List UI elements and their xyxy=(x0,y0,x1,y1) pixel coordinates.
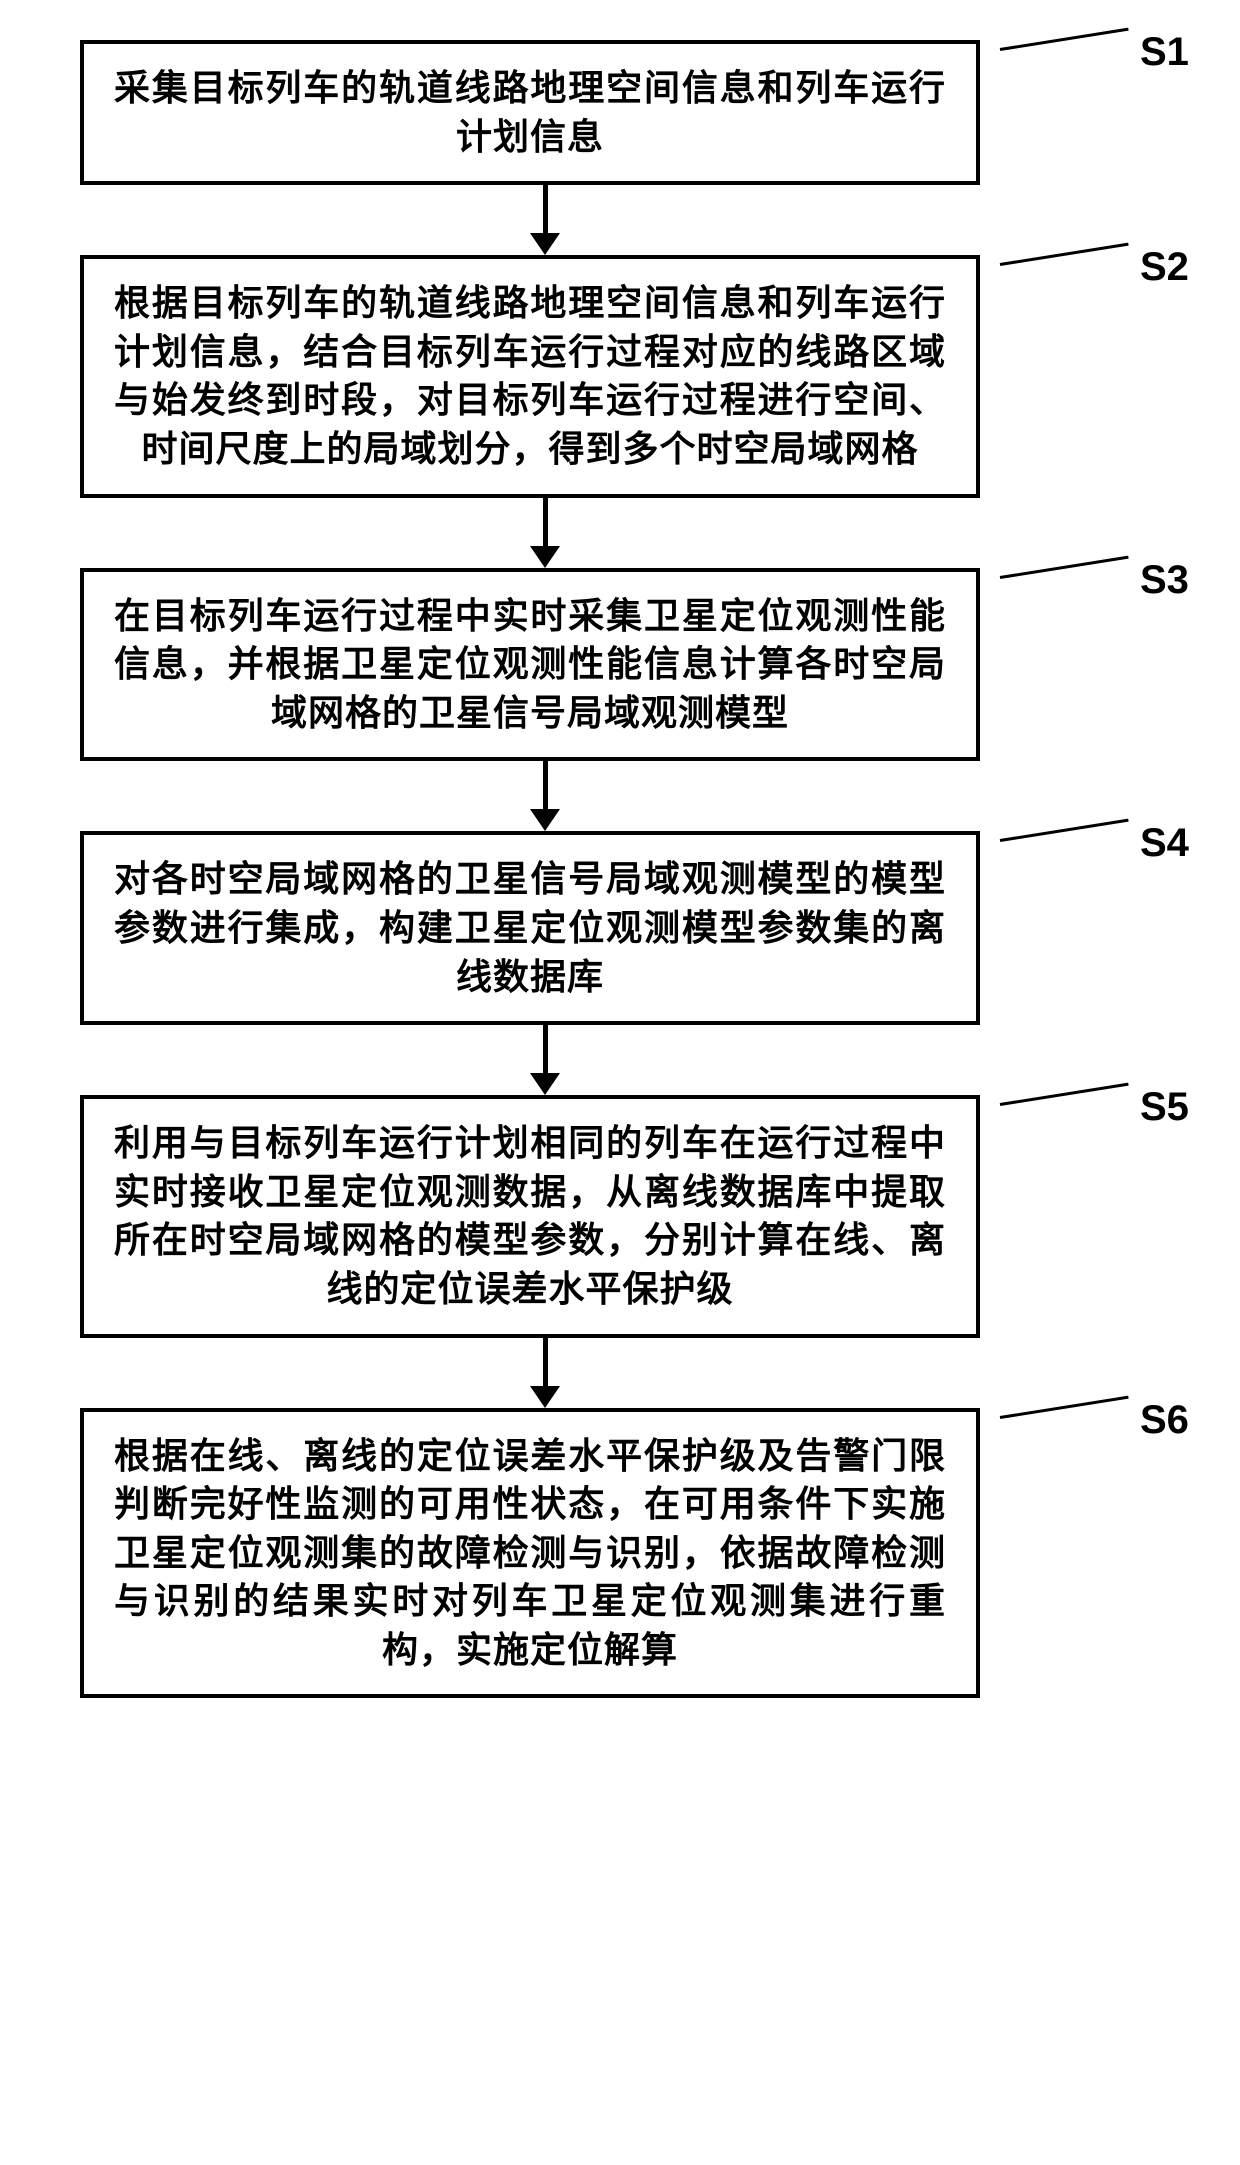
step-row: 采集目标列车的轨道线路地理空间信息和列车运行计划信息 S1 xyxy=(20,40,1220,185)
step-label: S2 xyxy=(1140,245,1189,290)
step-text: 利用与目标列车运行计划相同的列车在运行过程中实时接收卫星定位观测数据，从离线数据… xyxy=(114,1119,946,1313)
label-wrap: S1 xyxy=(1000,30,1220,75)
step-box-s6: 根据在线、离线的定位误差水平保护级及告警门限判断完好性监测的可用性状态，在可用条… xyxy=(80,1408,980,1699)
label-wrap: S2 xyxy=(1000,245,1220,290)
label-wrap: S4 xyxy=(1000,821,1220,866)
step-row: 对各时空局域网格的卫星信号局域观测模型的模型参数进行集成，构建卫星定位观测模型参… xyxy=(20,831,1220,1025)
step-box-s5: 利用与目标列车运行计划相同的列车在运行过程中实时接收卫星定位观测数据，从离线数据… xyxy=(80,1095,980,1337)
step-text: 在目标列车运行过程中实时采集卫星定位观测性能信息，并根据卫星定位观测性能信息计算… xyxy=(114,592,946,738)
leader-line xyxy=(1000,1395,1129,1418)
step-label: S4 xyxy=(1140,821,1189,866)
leader-line xyxy=(1000,1083,1129,1106)
step-text: 采集目标列车的轨道线路地理空间信息和列车运行计划信息 xyxy=(114,64,946,161)
leader-line xyxy=(1000,28,1129,51)
arrow-icon xyxy=(530,498,560,568)
step-row: 利用与目标列车运行计划相同的列车在运行过程中实时接收卫星定位观测数据，从离线数据… xyxy=(20,1095,1220,1337)
flowchart: 采集目标列车的轨道线路地理空间信息和列车运行计划信息 S1 根据目标列车的轨道线… xyxy=(20,40,1220,1698)
step-label: S5 xyxy=(1140,1085,1189,1130)
step-row: 根据目标列车的轨道线路地理空间信息和列车运行计划信息，结合目标列车运行过程对应的… xyxy=(20,255,1220,497)
arrow-icon xyxy=(530,1025,560,1095)
label-wrap: S5 xyxy=(1000,1085,1220,1130)
arrow-icon xyxy=(530,185,560,255)
step-text: 根据在线、离线的定位误差水平保护级及告警门限判断完好性监测的可用性状态，在可用条… xyxy=(114,1432,946,1675)
step-label: S6 xyxy=(1140,1398,1189,1443)
label-wrap: S6 xyxy=(1000,1398,1220,1443)
step-text: 对各时空局域网格的卫星信号局域观测模型的模型参数进行集成，构建卫星定位观测模型参… xyxy=(114,855,946,1001)
leader-line xyxy=(1000,819,1129,842)
step-box-s4: 对各时空局域网格的卫星信号局域观测模型的模型参数进行集成，构建卫星定位观测模型参… xyxy=(80,831,980,1025)
step-label: S3 xyxy=(1140,558,1189,603)
step-row: 根据在线、离线的定位误差水平保护级及告警门限判断完好性监测的可用性状态，在可用条… xyxy=(20,1408,1220,1699)
step-box-s2: 根据目标列车的轨道线路地理空间信息和列车运行计划信息，结合目标列车运行过程对应的… xyxy=(80,255,980,497)
leader-line xyxy=(1000,243,1129,266)
arrow-icon xyxy=(530,761,560,831)
leader-line xyxy=(1000,555,1129,578)
step-row: 在目标列车运行过程中实时采集卫星定位观测性能信息，并根据卫星定位观测性能信息计算… xyxy=(20,568,1220,762)
step-box-s1: 采集目标列车的轨道线路地理空间信息和列车运行计划信息 xyxy=(80,40,980,185)
step-label: S1 xyxy=(1140,30,1189,75)
arrow-icon xyxy=(530,1338,560,1408)
step-box-s3: 在目标列车运行过程中实时采集卫星定位观测性能信息，并根据卫星定位观测性能信息计算… xyxy=(80,568,980,762)
label-wrap: S3 xyxy=(1000,558,1220,603)
step-text: 根据目标列车的轨道线路地理空间信息和列车运行计划信息，结合目标列车运行过程对应的… xyxy=(114,279,946,473)
